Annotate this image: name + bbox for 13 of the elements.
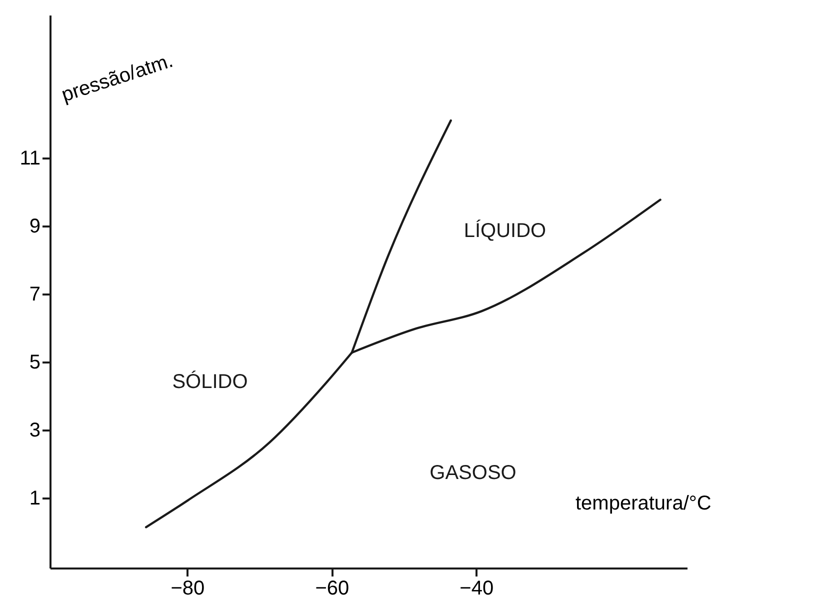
annotation: SÓLIDO xyxy=(172,370,248,393)
x-tick-label: −40 xyxy=(460,578,494,600)
y-tick-label: 11 xyxy=(20,147,40,170)
x-axis-title: temperatura/°C xyxy=(576,492,712,514)
annotation: LÍQUIDO xyxy=(464,219,546,242)
y-tick-label: 7 xyxy=(29,284,40,306)
y-tick-label: 9 xyxy=(29,215,40,238)
y-tick-label: 3 xyxy=(29,420,40,442)
y-tick-label: 5 xyxy=(29,352,40,374)
x-tick-label: −60 xyxy=(315,578,350,600)
x-tick-label: −80 xyxy=(170,578,205,600)
y-tick-label: 1 xyxy=(29,488,40,510)
annotation: GASOSO xyxy=(430,462,516,484)
